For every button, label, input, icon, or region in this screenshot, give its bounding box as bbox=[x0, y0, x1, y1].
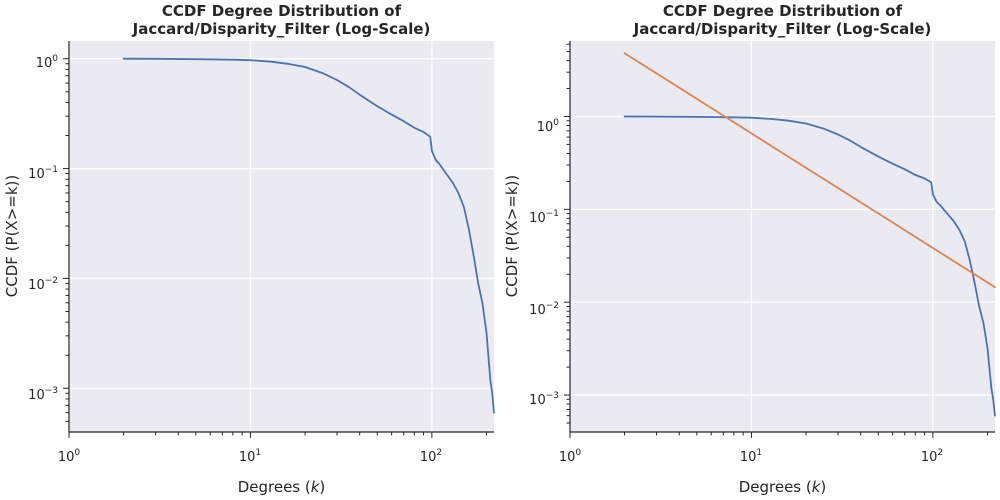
y-tick-label: 10−3 bbox=[28, 386, 58, 403]
x-tick-label: 102 bbox=[921, 448, 943, 465]
y-tick-label: 10−1 bbox=[28, 165, 58, 182]
x-axis-label-left: Degrees (k) bbox=[238, 478, 326, 496]
chart-title-line-1-right: CCDF Degree Distribution of bbox=[663, 2, 903, 20]
y-tick-label: 100 bbox=[537, 118, 560, 135]
plot-area-right bbox=[570, 41, 995, 432]
y-tick-label: 10−2 bbox=[28, 276, 58, 293]
y-tick-label: 10−1 bbox=[529, 209, 559, 226]
x-tick-label: 100 bbox=[58, 448, 81, 465]
ticks-right bbox=[564, 43, 988, 438]
chart-title-line-2-left: Jaccard/Disparity_Filter (Log-Scale) bbox=[132, 20, 431, 38]
chart-title-line-2-right: Jaccard/Disparity_Filter (Log-Scale) bbox=[633, 20, 932, 38]
x-tick-label: 101 bbox=[239, 448, 261, 465]
plot-area-left bbox=[69, 41, 494, 432]
chart-left: CCDF Degree Distribution of Jaccard/Disp… bbox=[3, 2, 495, 496]
x-tick-labels-left: 100 101 102 bbox=[58, 448, 442, 465]
ticks-left bbox=[63, 58, 487, 438]
x-tick-label: 101 bbox=[740, 448, 762, 465]
x-tick-label: 102 bbox=[420, 448, 442, 465]
x-tick-label: 100 bbox=[559, 448, 582, 465]
series-line-0 bbox=[623, 115, 996, 417]
chart-right: CCDF Degree Distribution of Jaccard/Disp… bbox=[503, 2, 996, 496]
y-tick-label: 10−2 bbox=[529, 301, 559, 318]
chart-title-line-1-left: CCDF Degree Distribution of bbox=[162, 2, 402, 20]
y-tick-labels-right: 10−3 10−2 10−1 100 bbox=[529, 118, 559, 408]
y-axis-label-left: CCDF (P(X>=k)) bbox=[3, 175, 21, 297]
x-axis-label-right: Degrees (k) bbox=[739, 478, 827, 496]
y-axis-label-right: CCDF (P(X>=k)) bbox=[503, 175, 521, 297]
series-lines-right bbox=[623, 52, 996, 417]
y-tick-label: 100 bbox=[36, 54, 59, 71]
x-tick-labels-right: 100 101 102 bbox=[559, 448, 943, 465]
y-tick-label: 10−3 bbox=[529, 391, 559, 408]
series-line-0 bbox=[122, 57, 495, 414]
y-tick-labels-left: 10−3 10−2 10−1 100 bbox=[28, 54, 58, 403]
series-lines-left bbox=[122, 57, 495, 414]
series-line-1 bbox=[623, 52, 996, 289]
